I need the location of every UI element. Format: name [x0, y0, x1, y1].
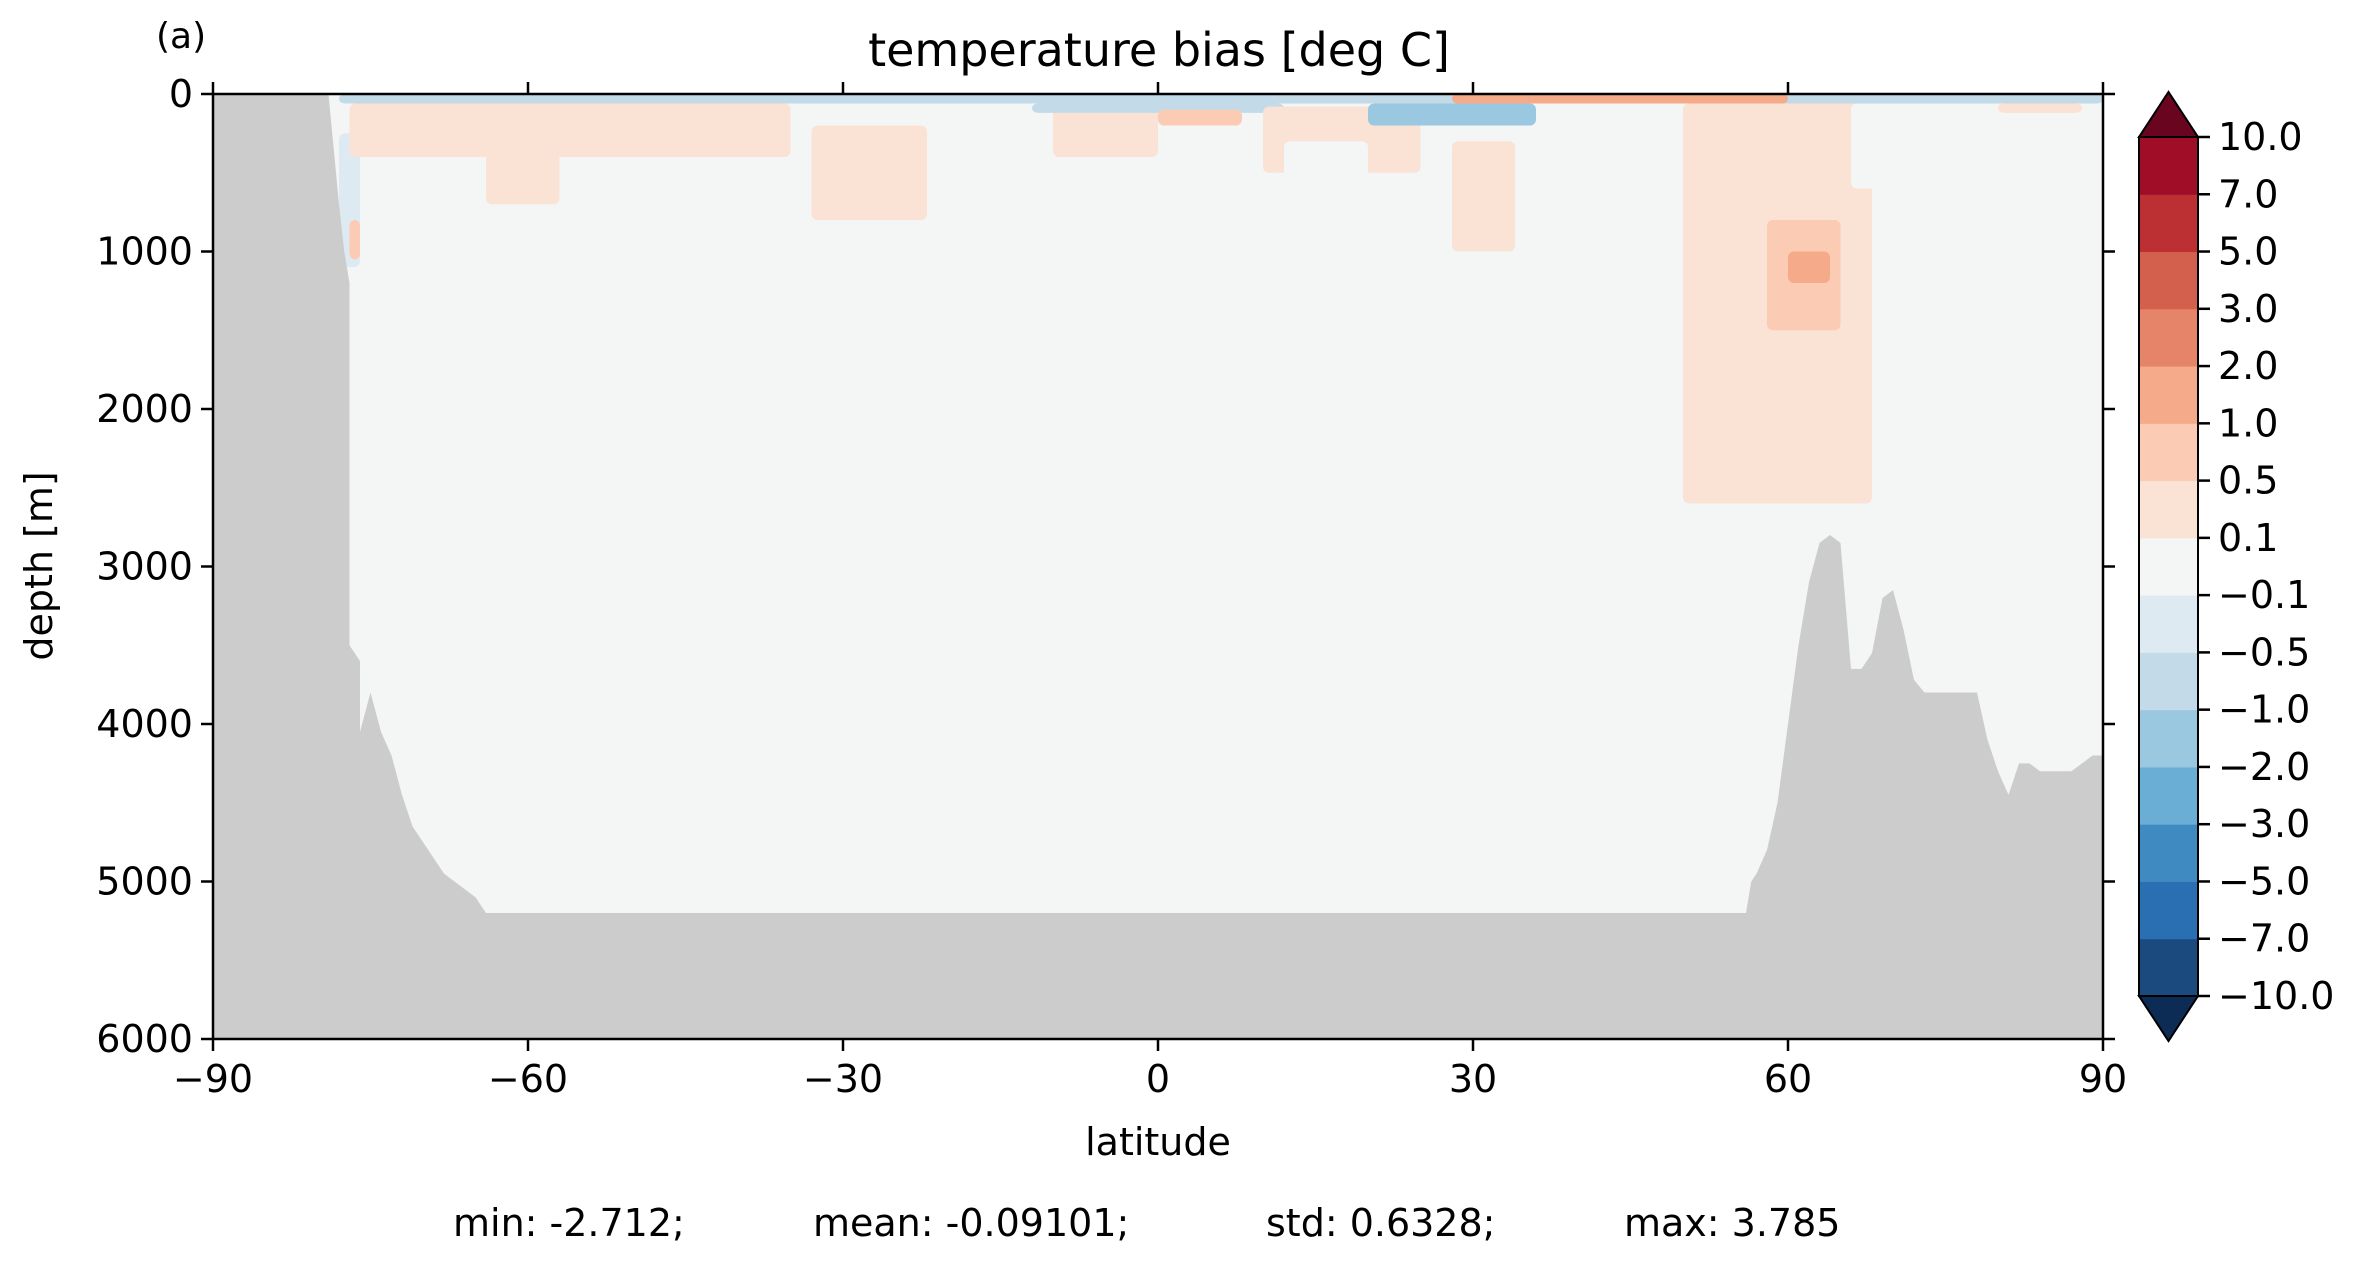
anomaly-patch [339, 94, 2103, 104]
colorbar-tick-label: −2.0 [2218, 745, 2310, 789]
colorbar-segment [2139, 709, 2198, 768]
colorbar-tick-label: 1.0 [2218, 401, 2278, 445]
y-tick-label: 5000 [96, 860, 193, 904]
colorbar-tick-label: −1.0 [2218, 688, 2310, 732]
x-tick-label: −30 [803, 1057, 883, 1101]
colorbar-extend-over [2137, 90, 2200, 138]
panel-label: (a) [156, 16, 206, 57]
anomaly-patch [1452, 94, 1788, 104]
anomaly-patch [1452, 141, 1515, 252]
anomaly-layer [339, 94, 2103, 504]
colorbar-segment [2139, 251, 2198, 310]
anomaly-patch [811, 125, 927, 220]
plot-area [211, 92, 2105, 1041]
colorbar-segment [2139, 423, 2198, 482]
anomaly-patch [349, 220, 360, 260]
colorbar-segment [2139, 824, 2198, 882]
anomaly-patch [1284, 141, 1368, 299]
anomaly-patch [1851, 103, 1998, 189]
y-axis: 0 1000 2000 3000 4000 5000 6000 [96, 72, 2115, 1061]
colorbar-tick-label: 0.1 [2218, 516, 2278, 560]
colorbar-tick-label: −3.0 [2218, 802, 2310, 846]
colorbar-tick-label: −7.0 [2218, 917, 2310, 961]
colorbar-tick-label: −10.0 [2218, 974, 2334, 1018]
x-axis: −90 −60 −30 0 30 60 90 [173, 82, 2127, 1101]
x-tick-label: −60 [488, 1057, 568, 1101]
colorbar-extend-under [2137, 995, 2200, 1043]
y-tick-label: 2000 [96, 387, 193, 431]
colorbar-segment [2139, 137, 2198, 195]
x-tick-label: 90 [2079, 1057, 2127, 1101]
colorbar-tick-label: −5.0 [2218, 859, 2310, 903]
y-tick-label: 0 [169, 72, 193, 116]
colorbar-tick-label: 7.0 [2218, 172, 2278, 216]
stat-max: max: 3.785 [1624, 1201, 1840, 1245]
anomaly-patch [349, 103, 791, 157]
colorbar: −10.0 −7.0 −5.0 −3.0 −2.0 −1.0 −0.5 −0.1 0.1 0.5 1… [2137, 90, 2334, 1043]
x-axis-label: latitude [1085, 1120, 1231, 1164]
colorbar-tick-label: 2.0 [2218, 344, 2278, 388]
anomaly-patch [1158, 109, 1242, 126]
y-tick-label: 3000 [96, 545, 193, 589]
bathymetry-land [213, 94, 2103, 1039]
anomaly-patch [1053, 103, 1158, 157]
colorbar-segment [2139, 652, 2198, 711]
colorbar-tick-label: 10.0 [2218, 115, 2303, 159]
x-tick-label: −90 [173, 1057, 253, 1101]
colorbar-tick-label: −0.5 [2218, 630, 2310, 674]
colorbar-segment [2139, 881, 2198, 940]
y-tick-label: 4000 [96, 702, 193, 746]
chart-title: temperature bias [deg C] [868, 23, 1450, 77]
colorbar-tick-label: 5.0 [2218, 230, 2278, 274]
colorbar-segment [2139, 480, 2198, 539]
anomaly-patch [1032, 103, 1284, 113]
colorbar-segment [2139, 766, 2198, 825]
colorbar-segment [2139, 194, 2198, 253]
x-tick-label: 30 [1449, 1057, 1497, 1101]
colorbar-segment [2139, 537, 2198, 596]
y-axis-label: depth [m] [17, 471, 61, 660]
stat-mean: mean: -0.09101; [813, 1201, 1129, 1245]
stat-min: min: -2.712; [453, 1201, 685, 1245]
stat-std: std: 0.6328; [1266, 1201, 1495, 1245]
anomaly-patch [486, 109, 560, 205]
colorbar-tick-label: 3.0 [2218, 287, 2278, 331]
anomaly-patch [927, 141, 1032, 220]
anomaly-patch [1788, 251, 1830, 283]
y-tick-label: 6000 [96, 1017, 193, 1061]
anomaly-patch [1368, 103, 1536, 126]
colorbar-tick-label: −0.1 [2218, 573, 2310, 617]
x-tick-label: 60 [1764, 1057, 1812, 1101]
colorbar-segment [2139, 366, 2198, 424]
anomaly-patch [1998, 103, 2082, 113]
colorbar-segment [2139, 308, 2198, 367]
x-tick-label: 0 [1146, 1057, 1170, 1101]
colorbar-frame [2138, 136, 2199, 997]
colorbar-tick-label: 0.5 [2218, 459, 2278, 503]
y-tick-label: 1000 [96, 230, 193, 274]
colorbar-segment [2139, 938, 2198, 997]
colorbar-segment [2139, 595, 2198, 653]
